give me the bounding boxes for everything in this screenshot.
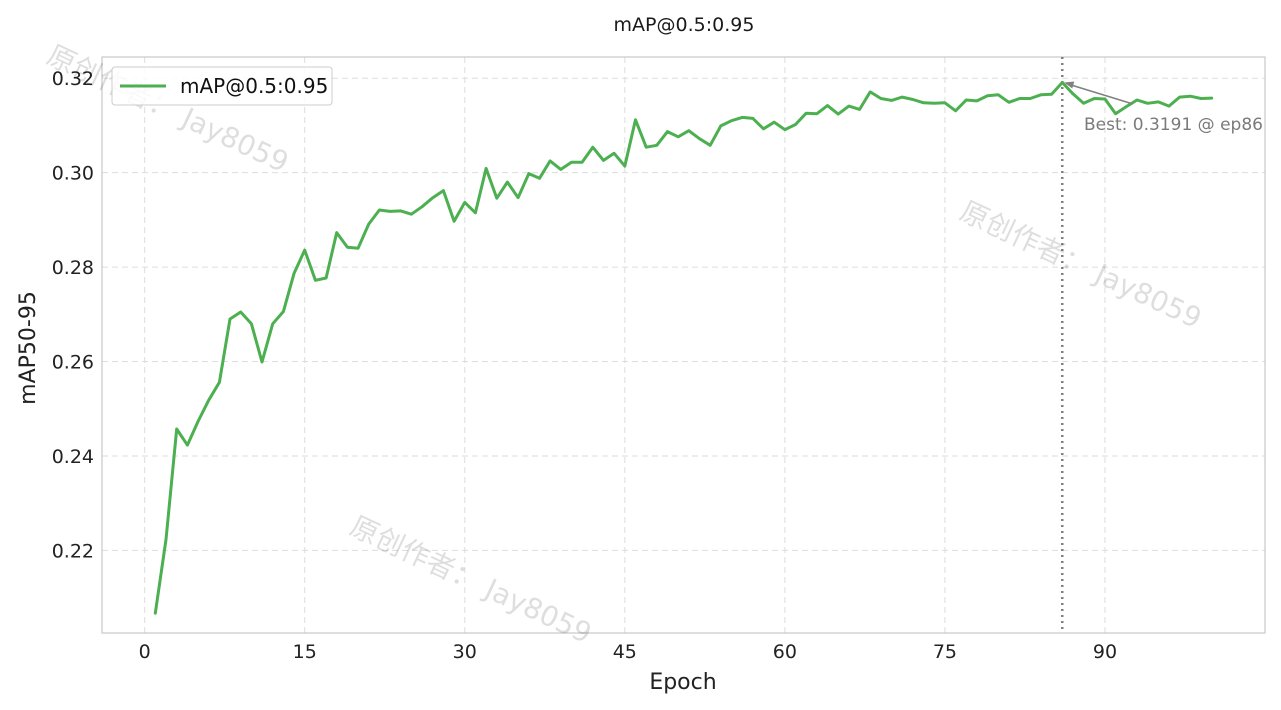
chart-title: mAP@0.5:0.95 — [614, 14, 755, 36]
series-line-0 — [153, 81, 1214, 615]
y-tick-label-4: 0.30 — [52, 163, 94, 185]
x-tick-label-0: 0 — [139, 641, 151, 663]
y-tick-label-3: 0.28 — [52, 257, 94, 279]
y-axis-label: mAP50-95 — [16, 291, 41, 405]
best-annotation-arrowhead — [1064, 81, 1075, 89]
y-tick-label-5: 0.32 — [52, 68, 94, 90]
x-tick-label-6: 90 — [1093, 641, 1117, 663]
legend-label: mAP@0.5:0.95 — [180, 74, 328, 98]
best-annotation-arrow — [1066, 82, 1134, 105]
y-tick-label-0: 0.22 — [52, 540, 94, 562]
y-tick-label-1: 0.24 — [52, 446, 94, 468]
legend: mAP@0.5:0.95 — [111, 66, 333, 106]
axes-frame — [101, 56, 1266, 634]
best-annotation-label: Best: 0.3191 @ ep86 — [1084, 115, 1263, 135]
y-tick-label-2: 0.26 — [52, 352, 94, 374]
x-tick-label-1: 15 — [293, 641, 317, 663]
x-axis-label: Epoch — [649, 670, 716, 695]
x-tick-label-5: 75 — [933, 641, 957, 663]
x-tick-label-3: 45 — [613, 641, 637, 663]
x-tick-label-4: 60 — [773, 641, 797, 663]
x-tick-label-2: 30 — [453, 641, 477, 663]
legend-box — [111, 66, 333, 106]
